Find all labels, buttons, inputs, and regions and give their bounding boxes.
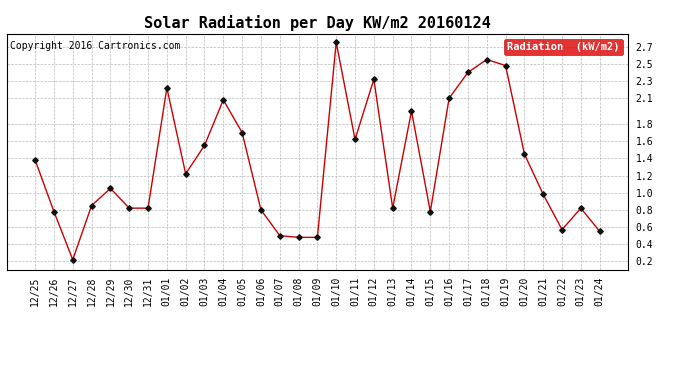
Radiation  (kW/m2) <box>163 86 171 90</box>
Radiation  (kW/m2) <box>482 57 491 62</box>
Radiation  (kW/m2) <box>200 143 208 148</box>
Radiation  (kW/m2) <box>125 206 133 210</box>
Legend: Radiation  (kW/m2): Radiation (kW/m2) <box>504 39 622 55</box>
Radiation  (kW/m2) <box>577 206 585 210</box>
Radiation  (kW/m2) <box>332 40 340 45</box>
Radiation  (kW/m2) <box>50 209 58 214</box>
Radiation  (kW/m2) <box>257 208 265 212</box>
Radiation  (kW/m2) <box>144 206 152 210</box>
Radiation  (kW/m2) <box>558 227 566 232</box>
Radiation  (kW/m2) <box>106 186 115 190</box>
Radiation  (kW/m2) <box>407 109 415 113</box>
Title: Solar Radiation per Day KW/m2 20160124: Solar Radiation per Day KW/m2 20160124 <box>144 15 491 31</box>
Radiation  (kW/m2) <box>502 63 510 68</box>
Radiation  (kW/m2) <box>68 258 77 262</box>
Radiation  (kW/m2) <box>313 235 322 240</box>
Radiation  (kW/m2) <box>445 96 453 100</box>
Radiation  (kW/m2) <box>464 70 472 75</box>
Radiation  (kW/m2) <box>370 77 378 81</box>
Radiation  (kW/m2) <box>388 206 397 210</box>
Text: Copyright 2016 Cartronics.com: Copyright 2016 Cartronics.com <box>10 41 180 51</box>
Radiation  (kW/m2) <box>539 192 547 196</box>
Radiation  (kW/m2) <box>520 152 529 156</box>
Radiation  (kW/m2) <box>31 158 39 162</box>
Radiation  (kW/m2) <box>426 209 435 214</box>
Radiation  (kW/m2) <box>351 137 359 142</box>
Radiation  (kW/m2) <box>219 98 228 102</box>
Radiation  (kW/m2) <box>181 171 190 176</box>
Radiation  (kW/m2) <box>595 229 604 234</box>
Radiation  (kW/m2) <box>238 130 246 135</box>
Radiation  (kW/m2) <box>275 233 284 238</box>
Line: Radiation  (kW/m2): Radiation (kW/m2) <box>33 40 602 262</box>
Radiation  (kW/m2) <box>88 203 96 208</box>
Radiation  (kW/m2) <box>295 235 303 240</box>
